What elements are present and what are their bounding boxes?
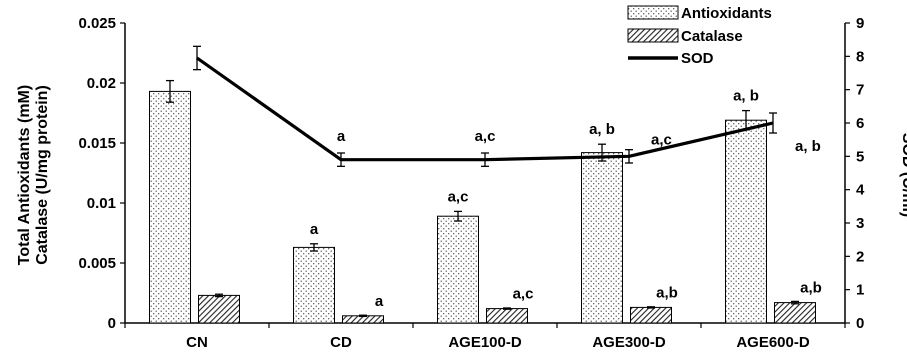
y-tick-label: 0.015 — [78, 135, 116, 152]
y-tick-label: 0 — [108, 315, 116, 332]
y2-axis-title: SOD (U/ml) — [899, 133, 907, 217]
bar-catalase — [486, 308, 528, 324]
significance-label-sod: a — [337, 128, 346, 145]
bar-antioxidants — [293, 246, 335, 324]
y2-tick-label: 7 — [856, 82, 864, 99]
tick-labels: 0.025 0.02 0.015 0.01 0.005 0 9 8 7 6 5 4 3 2 1 0 CN CD AG… — [78, 15, 865, 351]
error-bar-catalase — [215, 293, 223, 298]
y2-tick-label: 5 — [856, 148, 864, 165]
axes — [120, 22, 850, 328]
x-tick-label: AGE300-D — [592, 334, 666, 351]
bars — [149, 79, 816, 324]
bar-antioxidants — [149, 90, 191, 324]
error-bar-catalase — [647, 306, 655, 309]
significance-label-antioxidants: a, b — [733, 88, 759, 105]
error-bar-catalase — [791, 300, 799, 305]
error-bar-sod — [769, 112, 777, 134]
y-tick-label: 0.02 — [87, 75, 116, 92]
y2-tick-label: 9 — [856, 15, 864, 32]
y-axis-title-line2: Catalase (U/mg protein) — [34, 85, 51, 265]
bar-catalase — [198, 294, 240, 324]
legend: Antioxidants Catalase SOD — [627, 5, 772, 67]
significance-label-sod: a,c — [651, 131, 672, 148]
y-tick-label: 0.01 — [87, 195, 116, 212]
significance-label-antioxidants: a, b — [589, 121, 615, 138]
bar-catalase — [630, 306, 672, 324]
significance-label-catalase: a,c — [513, 286, 534, 303]
y2-tick-label: 2 — [856, 248, 864, 265]
significance-label-catalase: a — [375, 293, 384, 310]
y-tick-label: 0.005 — [78, 255, 116, 272]
sod-line-layer — [193, 45, 777, 167]
significance-label-catalase: a,b — [656, 284, 678, 301]
error-bar-catalase — [359, 314, 367, 318]
y2-tick-label: 8 — [856, 48, 864, 65]
x-tick-label: CN — [186, 334, 208, 351]
error-bar-antioxidants — [454, 210, 462, 222]
error-bar-sod — [625, 149, 633, 164]
error-bar-antioxidants — [166, 79, 174, 103]
significance-label-antioxidants: a,c — [448, 188, 469, 205]
error-bar-catalase — [503, 307, 511, 310]
legend-swatch-catalase — [627, 28, 679, 43]
error-bar-sod — [337, 152, 345, 167]
bar-antioxidants — [581, 152, 623, 324]
bar-antioxidants — [725, 119, 767, 324]
y2-tick-label: 6 — [856, 115, 864, 132]
bar-antioxidants — [437, 215, 479, 324]
significance-label-sod: a, b — [795, 138, 821, 155]
legend-label-antioxidants: Antioxidants — [681, 5, 772, 22]
legend-label-catalase: Catalase — [681, 28, 743, 45]
y2-tick-label: 1 — [856, 282, 864, 299]
y-tick-label: 0.025 — [78, 15, 116, 32]
legend-label-sod: SOD — [681, 50, 714, 67]
y2-tick-label: 3 — [856, 215, 864, 232]
y-axis-title-line1: Total Antioxidants (mM) — [16, 85, 33, 265]
significance-label-antioxidants: a — [310, 221, 319, 238]
y2-tick-label: 0 — [856, 315, 864, 332]
significance-label-sod: a,c — [475, 128, 496, 145]
error-bar-sod — [481, 152, 489, 167]
bar-catalase — [774, 302, 816, 324]
error-bar-sod — [193, 45, 201, 71]
x-tick-label: AGE100-D — [448, 334, 522, 351]
significance-labels: a a,c a, b a, b a a,c a,b a,b a a,c a,c a, b — [310, 88, 822, 310]
y2-tick-label: 4 — [856, 182, 865, 199]
x-tick-label: AGE600-D — [736, 334, 810, 351]
x-tick-label: CD — [330, 334, 352, 351]
legend-swatch-antioxidants — [627, 5, 679, 20]
error-bar-antioxidants — [310, 243, 318, 252]
significance-label-catalase: a,b — [800, 280, 822, 297]
